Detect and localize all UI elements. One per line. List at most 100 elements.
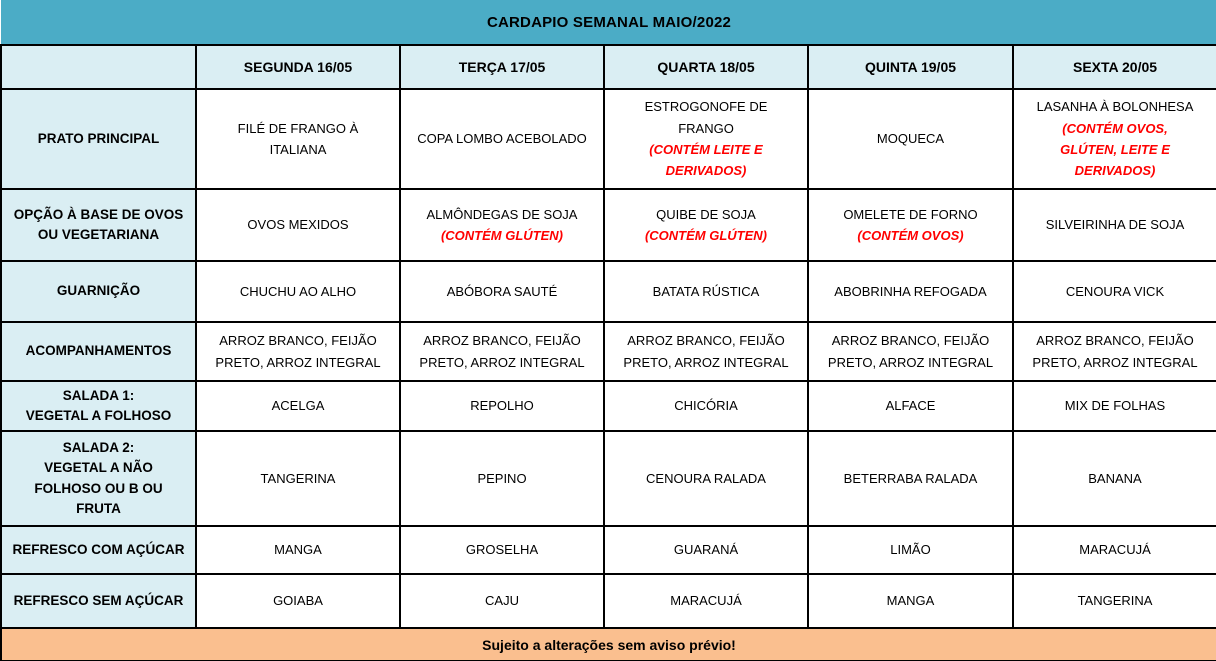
menu-item-text: MANGA: [274, 542, 322, 558]
title-row: CARDAPIO SEMANAL MAIO/2022: [1, 0, 1216, 46]
menu-item-text: PEPINO: [477, 470, 527, 486]
page-title: CARDAPIO SEMANAL MAIO/2022: [1, 0, 1216, 46]
menu-item-text: CHICÓRIA: [674, 398, 738, 414]
day-header-quinta: QUINTA 19/05: [807, 44, 1014, 90]
row-guarnicao: GUARNIÇÃO CHUCHU AO ALHO ABÓBORA SAUTÉ B…: [0, 260, 1216, 323]
menu-item-text: BANANA: [1088, 470, 1142, 486]
menu-cell: GOIABA: [195, 573, 401, 629]
menu-cell: REPOLHO: [399, 380, 605, 432]
menu-cell: ALFACE: [807, 380, 1014, 432]
allergen-note: (CONTÉM GLÚTEN): [644, 228, 768, 243]
menu-item-text: CAJU: [485, 593, 519, 609]
row-label-refresco-sem-acucar: REFRESCO SEM AÇÚCAR: [0, 573, 197, 629]
menu-cell: ACELGA: [195, 380, 401, 432]
menu-item-text: ALFACE: [885, 398, 936, 414]
menu-cell: MANGA: [807, 573, 1014, 629]
menu-item-text: SILVEIRINHA DE SOJA: [1045, 217, 1185, 233]
menu-cell: ABOBRINHA REFOGADA: [807, 260, 1014, 323]
menu-cell: ARROZ BRANCO, FEIJÃO PRETO, ARROZ INTEGR…: [399, 321, 605, 382]
menu-cell: MOQUECA: [807, 88, 1014, 190]
menu-cell: CHICÓRIA: [603, 380, 809, 432]
menu-cell: ALMÔNDEGAS DE SOJA (CONTÉM GLÚTEN): [399, 188, 605, 262]
menu-item-text: ABÓBORA SAUTÉ: [446, 283, 558, 299]
menu-cell: MANGA: [195, 525, 401, 575]
menu-cell: SILVEIRINHA DE SOJA: [1011, 188, 1216, 262]
menu-cell: GROSELHA: [399, 525, 605, 575]
menu-item-text: COPA LOMBO ACEBOLADO: [417, 131, 587, 147]
menu-cell: PEPINO: [399, 430, 605, 527]
footer-row: Sujeito a alterações sem aviso prévio!: [0, 627, 1216, 661]
menu-item-text: TANGERINA: [1077, 593, 1153, 609]
menu-cell: MIX DE FOLHAS: [1011, 380, 1216, 432]
menu-item-text: MIX DE FOLHAS: [1064, 398, 1166, 414]
menu-item-text: FILÉ DE FRANGO À ITALIANA: [237, 120, 359, 157]
menu-item-text: MOQUECA: [876, 131, 945, 147]
row-prato-principal: PRATO PRINCIPAL FILÉ DE FRANGO À ITALIAN…: [0, 88, 1216, 190]
menu-item-text: ARROZ BRANCO, FEIJÃO PRETO, ARROZ INTEGR…: [827, 333, 994, 370]
menu-item-text: ESTROGONOFE DE FRANGO: [644, 99, 768, 136]
menu-cell: MARACUJÁ: [1011, 525, 1216, 575]
menu-item-text: ALMÔNDEGAS DE SOJA: [426, 206, 578, 222]
allergen-note: (CONTÉM OVOS, GLÚTEN, LEITE E DERIVADOS): [1060, 120, 1170, 179]
menu-item-text: OMELETE DE FORNO: [843, 206, 978, 222]
menu-item-text: BATATA RÚSTICA: [652, 283, 760, 299]
menu-cell: LASANHA À BOLONHESA (CONTÉM OVOS, GLÚTEN,…: [1011, 88, 1216, 190]
day-header-row: SEGUNDA 16/05 TERÇA 17/05 QUARTA 18/05 Q…: [0, 44, 1216, 90]
menu-cell: TANGERINA: [195, 430, 401, 527]
menu-cell: ARROZ BRANCO, FEIJÃO PRETO, ARROZ INTEGR…: [195, 321, 401, 382]
row-label-refresco-com-acucar: REFRESCO COM AÇÚCAR: [0, 525, 197, 575]
menu-item-text: OVOS MEXIDOS: [247, 217, 349, 233]
menu-cell: CAJU: [399, 573, 605, 629]
menu-cell: MARACUJÁ: [603, 573, 809, 629]
menu-item-text: BETERRABA RALADA: [843, 470, 978, 486]
menu-item-text: CENOURA VICK: [1065, 283, 1165, 299]
menu-item-text: MARACUJÁ: [1079, 542, 1151, 558]
menu-cell: ARROZ BRANCO, FEIJÃO PRETO, ARROZ INTEGR…: [1011, 321, 1216, 382]
menu-item-text: ACELGA: [271, 398, 325, 414]
menu-cell: CENOURA VICK: [1011, 260, 1216, 323]
menu-item-text: MARACUJÁ: [670, 593, 742, 609]
day-header-segunda: SEGUNDA 16/05: [195, 44, 401, 90]
menu-cell: CENOURA RALADA: [603, 430, 809, 527]
row-label-salada-1: SALADA 1: VEGETAL A FOLHOSO: [0, 380, 197, 432]
menu-item-text: ARROZ BRANCO, FEIJÃO PRETO, ARROZ INTEGR…: [623, 333, 789, 370]
menu-cell: ARROZ BRANCO, FEIJÃO PRETO, ARROZ INTEGR…: [807, 321, 1014, 382]
menu-cell: ARROZ BRANCO, FEIJÃO PRETO, ARROZ INTEGR…: [603, 321, 809, 382]
row-acompanhamentos: ACOMPANHAMENTOS ARROZ BRANCO, FEIJÃO PRE…: [0, 321, 1216, 382]
menu-cell: ABÓBORA SAUTÉ: [399, 260, 605, 323]
menu-item-text: QUIBE DE SOJA: [656, 206, 756, 222]
menu-cell: ESTROGONOFE DE FRANGO (CONTÉM LEITE E DER…: [603, 88, 809, 190]
row-refresco-com-acucar: REFRESCO COM AÇÚCAR MANGA GROSELHA GUARA…: [0, 525, 1216, 575]
menu-cell: OVOS MEXIDOS: [195, 188, 401, 262]
menu-cell: LIMÃO: [807, 525, 1014, 575]
menu-item-text: LASANHA À BOLONHESA: [1036, 99, 1194, 115]
menu-cell: GUARANÁ: [603, 525, 809, 575]
menu-item-text: GOIABA: [273, 593, 323, 609]
row-label-guarnicao: GUARNIÇÃO: [0, 260, 197, 323]
menu-item-text: MANGA: [886, 593, 935, 609]
row-salada-2: SALADA 2: VEGETAL A NÃO FOLHOSO OU B OU F…: [0, 430, 1216, 527]
day-header-quarta: QUARTA 18/05: [603, 44, 809, 90]
menu-item-text: ARROZ BRANCO, FEIJÃO PRETO, ARROZ INTEGR…: [215, 333, 381, 370]
menu-cell: OMELETE DE FORNO (CONTÉM OVOS): [807, 188, 1014, 262]
menu-item-text: CHUCHU AO ALHO: [239, 283, 357, 299]
corner-cell: [0, 44, 197, 90]
row-label-acompanhamentos: ACOMPANHAMENTOS: [0, 321, 197, 382]
row-label-salada-2: SALADA 2: VEGETAL A NÃO FOLHOSO OU B OU F…: [0, 430, 197, 527]
day-header-terca: TERÇA 17/05: [399, 44, 605, 90]
menu-item-text: ARROZ BRANCO, FEIJÃO PRETO, ARROZ INTEGR…: [1032, 333, 1198, 370]
menu-item-text: GROSELHA: [465, 542, 539, 558]
menu-cell: CHUCHU AO ALHO: [195, 260, 401, 323]
menu-item-text: TANGERINA: [260, 470, 336, 486]
menu-cell: BATATA RÚSTICA: [603, 260, 809, 323]
menu-item-text: CENOURA RALADA: [646, 470, 766, 486]
menu-cell: BETERRABA RALADA: [807, 430, 1014, 527]
allergen-note: (CONTÉM GLÚTEN): [440, 228, 564, 243]
menu-item-text: GUARANÁ: [673, 542, 739, 558]
menu-item-text: REPOLHO: [470, 398, 534, 414]
footer-notice: Sujeito a alterações sem aviso prévio!: [0, 627, 1216, 661]
menu-cell: BANANA: [1011, 430, 1216, 527]
menu-cell: FILÉ DE FRANGO À ITALIANA: [195, 88, 401, 190]
